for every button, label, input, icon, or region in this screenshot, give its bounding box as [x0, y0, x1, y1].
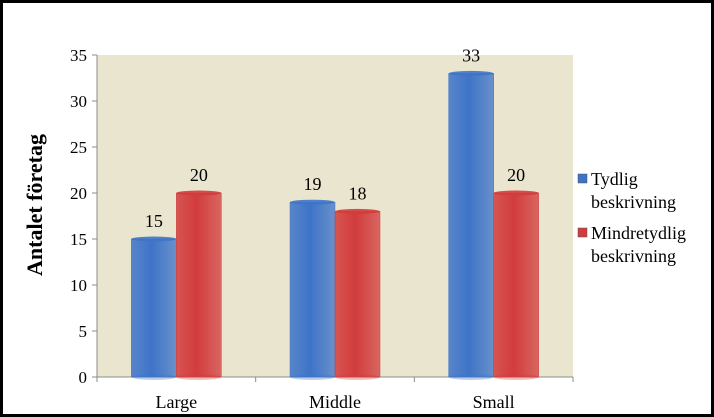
bars [131, 70, 539, 380]
y-tick-label: 5 [79, 322, 88, 341]
legend: Tydlig beskrivning Mindretydlig beskrivning [577, 169, 686, 266]
y-axis-title: Antalet företag [22, 134, 47, 276]
data-label: 15 [145, 211, 163, 231]
data-label: 33 [462, 45, 480, 65]
y-tick-label: 15 [70, 230, 87, 249]
x-tick-label: Small [473, 392, 515, 412]
bar [493, 192, 539, 378]
y-tick-label: 10 [70, 276, 87, 295]
bar [289, 201, 336, 378]
bar-top [176, 190, 222, 196]
bar [131, 238, 177, 378]
legend-label: beskrivning [591, 192, 676, 212]
y-tick-label: 35 [70, 46, 87, 65]
legend-label: Mindretydlig [591, 223, 686, 243]
data-label: 20 [190, 165, 208, 185]
bar-top [131, 236, 177, 242]
bar-top [493, 190, 539, 196]
y-axis: 0 5 10 15 20 25 30 35 [70, 46, 98, 387]
bar [448, 73, 494, 378]
legend-swatch [577, 173, 588, 184]
x-axis: Large Middle Small [96, 376, 574, 412]
bar-top [290, 199, 335, 205]
y-tick-label: 0 [79, 368, 88, 387]
data-label: 18 [349, 183, 367, 203]
legend-item: Mindretydlig beskrivning [577, 223, 686, 266]
bar-top [335, 208, 380, 214]
x-tick-label: Middle [309, 392, 361, 412]
y-tick-label: 30 [70, 92, 87, 111]
bar [334, 211, 381, 378]
x-tick-label: Large [156, 392, 198, 412]
legend-item: Tydlig beskrivning [577, 169, 676, 212]
legend-label: Tydlig [591, 169, 638, 189]
bar [176, 192, 222, 378]
y-tick-label: 25 [70, 138, 87, 157]
legend-swatch [577, 227, 588, 238]
data-labels: 15 20 19 18 33 20 [145, 45, 525, 231]
y-tick-label: 20 [70, 184, 87, 203]
bar-top [448, 70, 494, 76]
data-label: 19 [304, 174, 322, 194]
data-label: 20 [507, 165, 525, 185]
legend-label: beskrivning [591, 246, 676, 266]
